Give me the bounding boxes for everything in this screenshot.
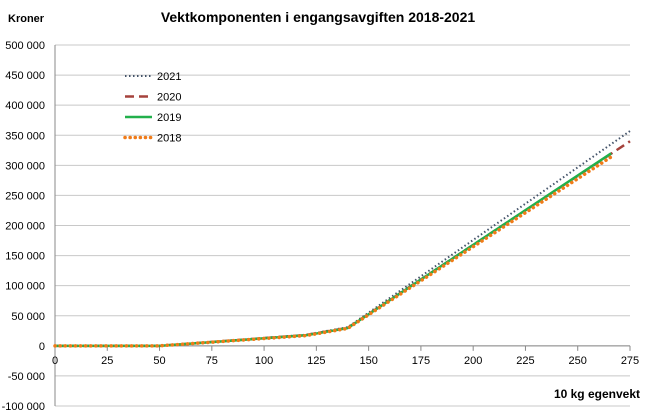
x-tick-label: 250 [569,355,587,367]
y-tick-label: -100 000 [2,401,45,413]
y-axis-label: Kroner [8,13,45,25]
series-line-2021 [55,130,631,347]
x-tick-label: 50 [153,355,165,367]
legend-label: 2019 [157,112,181,124]
y-tick-label: 450 000 [5,70,45,82]
x-tick-label: 225 [516,355,534,367]
y-tick-label: 350 000 [5,130,45,142]
x-tick-label: 25 [101,355,113,367]
x-axis-label: 10 kg egenvekt [554,387,640,401]
y-tick-label: 300 000 [5,160,45,172]
legend-label: 2021 [157,71,181,83]
x-tick-label: 175 [412,355,430,367]
y-tick-label: -50 000 [8,371,45,383]
x-tick-label: 125 [307,355,325,367]
y-tick-label: 500 000 [5,40,45,52]
x-tick-label: 75 [206,355,218,367]
y-tick-label: 100 000 [5,281,45,293]
series-line-2019 [55,152,612,348]
y-tick-label: 0 [39,341,45,353]
y-tick-label: 400 000 [5,100,45,112]
series-line-2020 [55,140,631,348]
y-tick-label: 150 000 [5,251,45,263]
legend-label: 2020 [157,92,181,104]
x-tick-label: 200 [464,355,482,367]
series-line-2018 [53,155,613,348]
chart-title: Vektkomponenten i engangsavgiften 2018-2… [161,9,476,25]
x-tick-label: 150 [359,355,377,367]
x-tick-label: 0 [52,355,58,367]
x-tick-label: 100 [255,355,273,367]
y-tick-label: 250 000 [5,190,45,202]
legend-label: 2018 [157,133,181,145]
x-tick-label: 275 [621,355,639,367]
y-tick-label: 50 000 [11,311,45,323]
y-tick-label: 200 000 [5,221,45,233]
